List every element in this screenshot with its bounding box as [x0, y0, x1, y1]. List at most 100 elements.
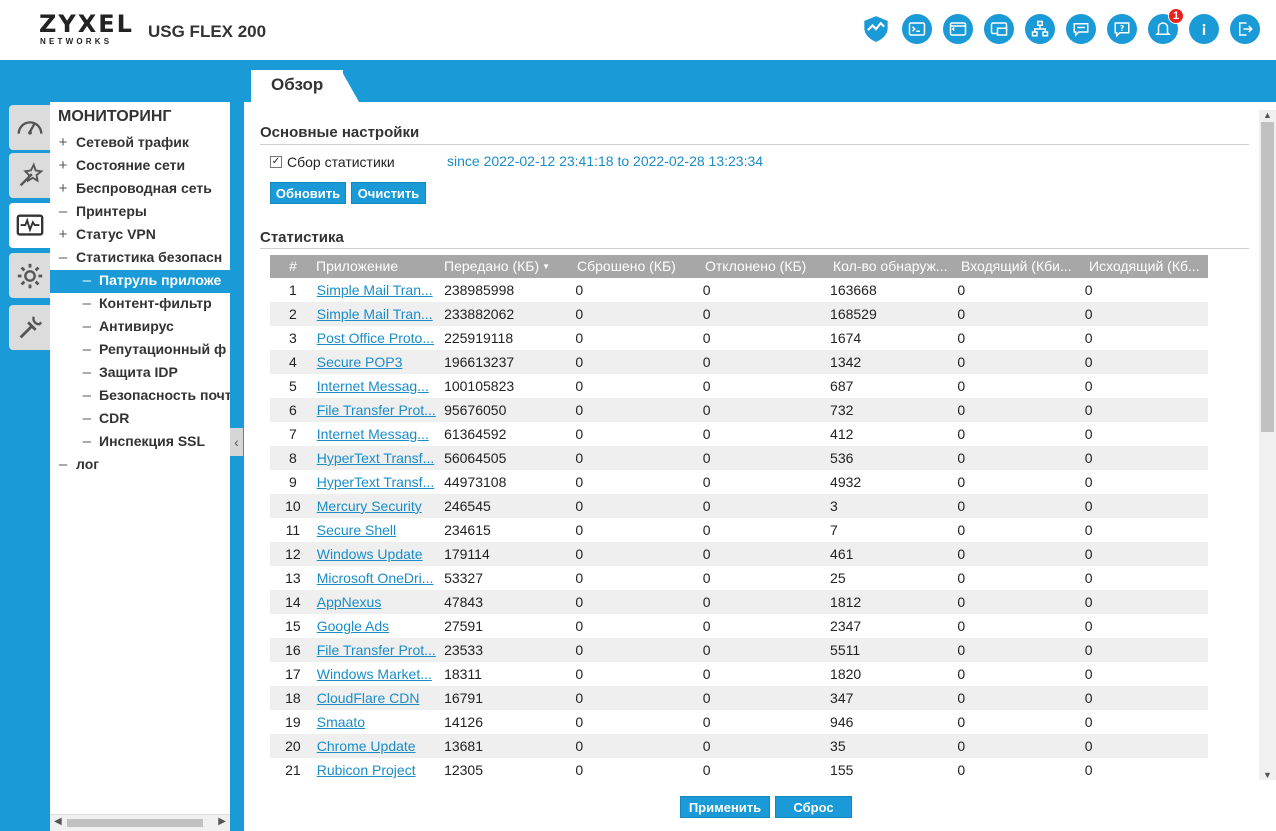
cell-application-container[interactable]: CloudFlare CDN [316, 686, 443, 710]
table-row[interactable]: 11 Secure Shell 234615 0 0 7 0 0 [270, 518, 1208, 542]
cell-application[interactable]: File Transfer Prot... [316, 642, 436, 658]
cell-application[interactable]: AppNexus [316, 594, 382, 610]
cell-application[interactable]: File Transfer Prot... [316, 402, 436, 418]
cell-application[interactable]: Microsoft OneDri... [316, 570, 434, 586]
scrollbar-thumb[interactable] [67, 819, 203, 827]
cell-application-container[interactable]: Chrome Update [316, 734, 443, 758]
table-row[interactable]: 14 AppNexus 47843 0 0 1812 0 0 [270, 590, 1208, 614]
tab-overview[interactable]: Обзор [251, 70, 344, 102]
column-header-outbound[interactable]: Исходящий (Кб... [1089, 258, 1200, 274]
table-row[interactable]: 20 Chrome Update 13681 0 0 35 0 0 [270, 734, 1208, 758]
expand-icon[interactable]: + [58, 180, 68, 197]
logout-icon[interactable] [1230, 14, 1260, 44]
cell-application[interactable]: Internet Messag... [316, 378, 429, 394]
collapse-sidebar-icon[interactable]: ‹ [230, 428, 243, 456]
table-row[interactable]: 3 Post Office Proto... 225919118 0 0 1674 0 0 [270, 326, 1208, 350]
clear-button[interactable]: Очистить [351, 182, 426, 204]
tools-icon[interactable] [9, 305, 50, 350]
table-row[interactable]: 12 Windows Update 179114 0 0 461 0 0 [270, 542, 1208, 566]
scroll-up-icon[interactable]: ▲ [1263, 110, 1272, 120]
sidebar-item-antivirus[interactable]: – Антивирус [50, 316, 230, 339]
table-row[interactable]: 7 Internet Messag... 61364592 0 0 412 0 0 [270, 422, 1208, 446]
cell-application[interactable]: CloudFlare CDN [316, 690, 420, 706]
table-row[interactable]: 19 Smaato 14126 0 0 946 0 0 [270, 710, 1208, 734]
cell-application-container[interactable]: Google Ads [316, 614, 443, 638]
table-row[interactable]: 9 HyperText Transf... 44973108 0 0 4932 0 0 [270, 470, 1208, 494]
cell-application[interactable]: Chrome Update [316, 738, 416, 754]
table-row[interactable]: 2 Simple Mail Tran... 233882062 0 0 168529 0 0 [270, 302, 1208, 326]
table-row[interactable]: 6 File Transfer Prot... 95676050 0 0 732 0 0 [270, 398, 1208, 422]
expand-icon[interactable]: + [58, 226, 68, 243]
cell-application-container[interactable]: Windows Update [316, 542, 443, 566]
cell-application-container[interactable]: Internet Messag... [316, 422, 443, 446]
table-row[interactable]: 1 Simple Mail Tran... 238985998 0 0 163668 0 0 [270, 278, 1208, 302]
sidebar-item-app-patrol[interactable]: – Патруль приложе [50, 270, 230, 293]
table-row[interactable]: 17 Windows Market... 18311 0 0 1820 0 0 [270, 662, 1208, 686]
sidebar-item-content-filter[interactable]: – Контент-фильтр [50, 293, 230, 316]
wizard-icon[interactable] [9, 153, 50, 198]
terminal-icon[interactable] [902, 14, 932, 44]
cell-application-container[interactable]: Rubicon Project [316, 758, 443, 782]
refresh-button[interactable]: Обновить [270, 182, 346, 204]
reset-button[interactable]: Сброс [775, 796, 852, 818]
sidebar-item-log[interactable]: – лог [50, 454, 230, 477]
table-row[interactable]: 4 Secure POP3 196613237 0 0 1342 0 0 [270, 350, 1208, 374]
table-row[interactable]: 5 Internet Messag... 100105823 0 0 687 0 0 [270, 374, 1208, 398]
cell-application-container[interactable]: HyperText Transf... [316, 446, 443, 470]
cell-application[interactable]: Secure POP3 [316, 354, 403, 370]
cell-application-container[interactable]: File Transfer Prot... [316, 638, 443, 662]
cell-application-container[interactable]: Smaato [316, 710, 443, 734]
cell-application[interactable]: HyperText Transf... [316, 474, 435, 490]
cell-application[interactable]: Rubicon Project [316, 762, 416, 778]
column-header-rejected[interactable]: Отклонено (КБ) [705, 258, 807, 274]
cli-icon[interactable] [943, 14, 973, 44]
table-row[interactable]: 18 CloudFlare CDN 16791 0 0 347 0 0 [270, 686, 1208, 710]
window-icon[interactable] [984, 14, 1014, 44]
cell-application[interactable]: Secure Shell [316, 522, 397, 538]
cell-application[interactable]: Simple Mail Tran... [316, 306, 433, 322]
table-row[interactable]: 8 HyperText Transf... 56064505 0 0 536 0 0 [270, 446, 1208, 470]
column-header-index[interactable]: # [289, 258, 297, 274]
cell-application-container[interactable]: Secure Shell [316, 518, 443, 542]
bell-icon[interactable]: 1 [1148, 8, 1184, 44]
sidebar-item-reputation-filter[interactable]: – Репутационный ф [50, 339, 230, 362]
help-icon[interactable]: ? [1107, 14, 1137, 44]
cell-application[interactable]: Mercury Security [316, 498, 422, 514]
network-icon[interactable] [1025, 14, 1055, 44]
table-row[interactable]: 21 Rubicon Project 12305 0 0 155 0 0 [270, 758, 1208, 782]
scroll-left-icon[interactable]: ◀ [54, 816, 62, 827]
table-row[interactable]: 15 Google Ads 27591 0 0 2347 0 0 [270, 614, 1208, 638]
cell-application[interactable]: Smaato [316, 714, 365, 730]
cell-application-container[interactable]: Microsoft OneDri... [316, 566, 443, 590]
dashboard-icon[interactable] [9, 105, 50, 150]
collect-stats-checkbox[interactable]: ✓ [270, 156, 282, 168]
cell-application-container[interactable]: Mercury Security [316, 494, 443, 518]
expand-icon[interactable]: + [58, 157, 68, 174]
collapse-icon[interactable]: – [58, 249, 68, 266]
column-header-dropped[interactable]: Сброшено (КБ) [577, 258, 676, 274]
cell-application[interactable]: HyperText Transf... [316, 450, 435, 466]
cell-application-container[interactable]: File Transfer Prot... [316, 398, 443, 422]
cell-application-container[interactable]: HyperText Transf... [316, 470, 443, 494]
sidebar-item-cdr[interactable]: – CDR [50, 408, 230, 431]
scroll-down-icon[interactable]: ▼ [1263, 770, 1272, 780]
table-row[interactable]: 10 Mercury Security 246545 0 0 3 0 0 [270, 494, 1208, 518]
column-header-forwarded[interactable]: Передано (КБ) ▼ [444, 255, 573, 278]
cell-application[interactable]: Post Office Proto... [316, 330, 434, 346]
cell-application-container[interactable]: Secure POP3 [316, 350, 443, 374]
content-vscrollbar[interactable]: ▲ ▼ [1259, 110, 1276, 780]
sidebar-hscrollbar[interactable]: ◀ ▶ [50, 814, 230, 831]
table-row[interactable]: 13 Microsoft OneDri... 53327 0 0 25 0 0 [270, 566, 1208, 590]
cell-application[interactable]: Windows Update [316, 546, 423, 562]
cell-application[interactable]: Simple Mail Tran... [316, 282, 433, 298]
info-icon[interactable] [1189, 14, 1219, 44]
shield-icon[interactable] [861, 14, 891, 44]
gear-icon[interactable] [9, 253, 50, 298]
cell-application-container[interactable]: Simple Mail Tran... [316, 278, 443, 302]
column-header-inbound[interactable]: Входящий (Кби... [961, 258, 1072, 274]
sidebar-item-wireless[interactable]: + Беспроводная сеть [50, 178, 230, 201]
sidebar-item-ssl-inspection[interactable]: – Инспекция SSL [50, 431, 230, 454]
cell-application-container[interactable]: Windows Market... [316, 662, 443, 686]
cell-application[interactable]: Google Ads [316, 618, 390, 634]
cell-application[interactable]: Internet Messag... [316, 426, 429, 442]
